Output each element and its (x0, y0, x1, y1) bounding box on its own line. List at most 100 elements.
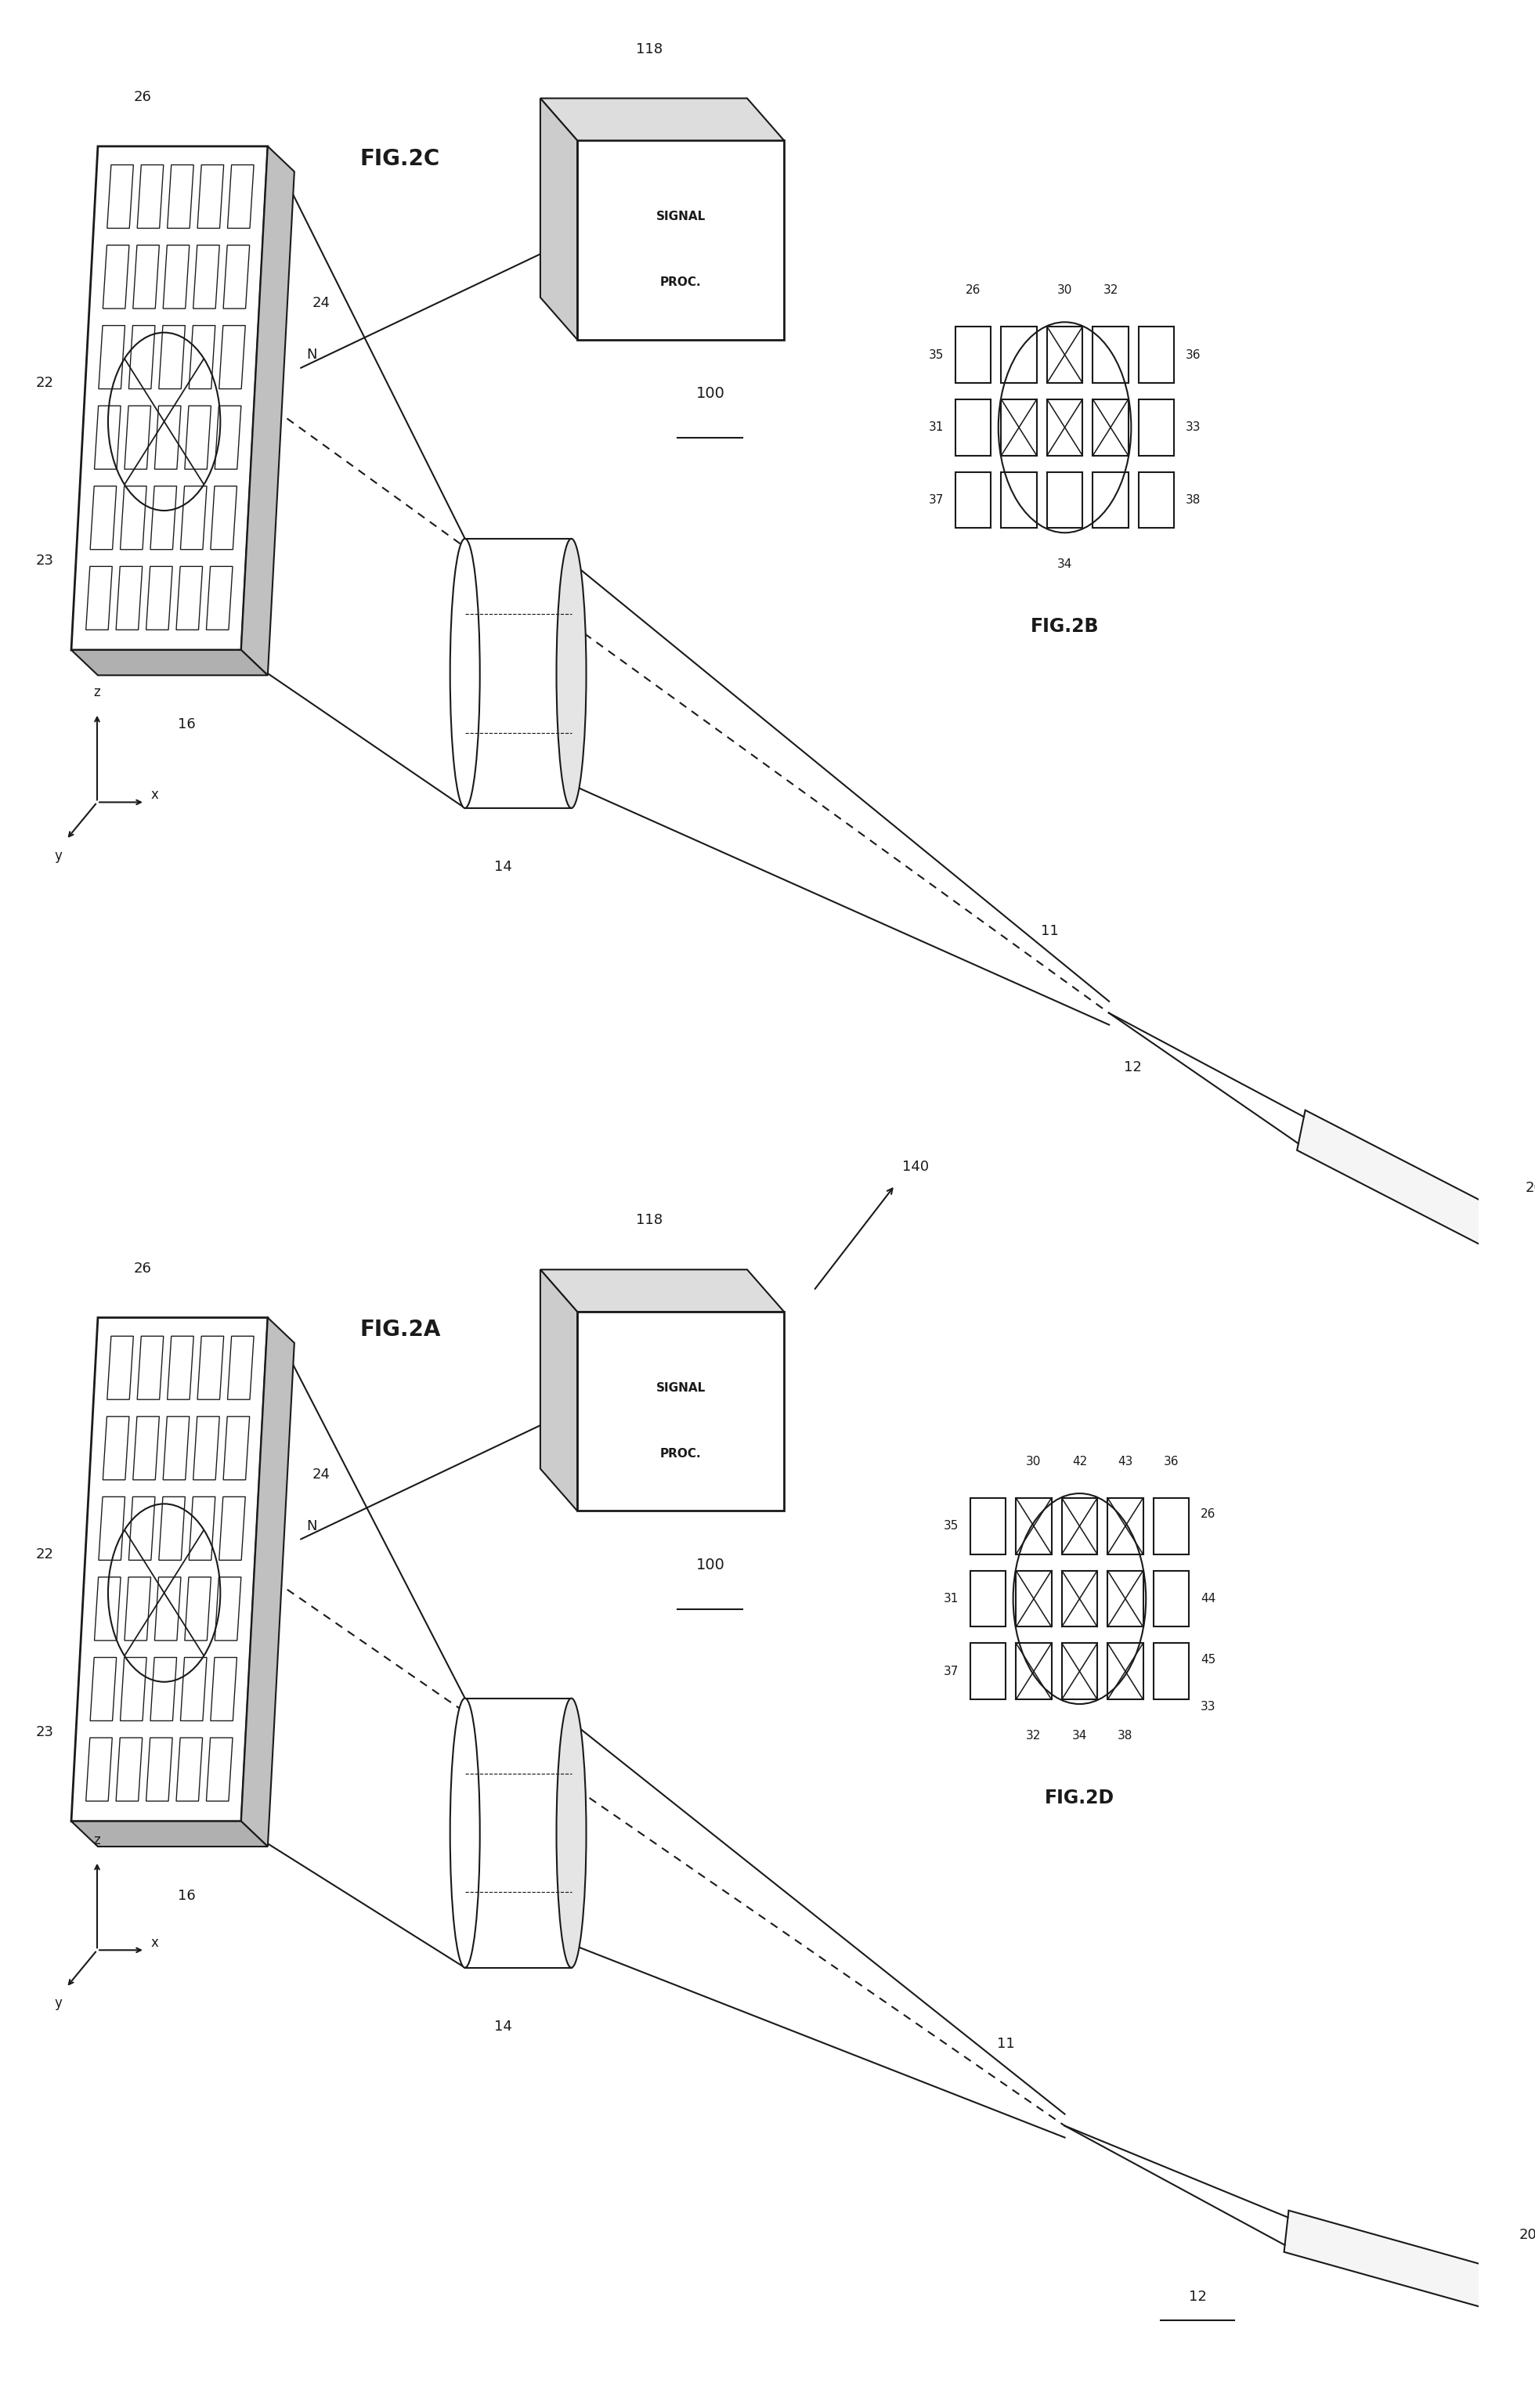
Text: 36: 36 (1187, 349, 1202, 361)
Text: 22: 22 (35, 1548, 54, 1560)
Bar (1153, 1570, 1188, 1628)
Text: 38: 38 (1117, 1729, 1133, 1741)
Text: FIG.2D: FIG.2D (1045, 1789, 1114, 1808)
Text: 35: 35 (929, 349, 944, 361)
Text: x: x (150, 1936, 158, 1950)
Text: PROC.: PROC. (660, 277, 701, 289)
Bar (1139, 327, 1174, 383)
Text: 14: 14 (494, 860, 513, 874)
Text: SIGNAL: SIGNAL (655, 1382, 706, 1394)
Bar (1047, 400, 1082, 455)
Polygon shape (1297, 1110, 1535, 1274)
Polygon shape (241, 1317, 295, 1847)
Polygon shape (71, 650, 267, 674)
Text: 26: 26 (134, 89, 152, 104)
Bar (1108, 1642, 1144, 1700)
Text: 44: 44 (1200, 1592, 1216, 1604)
Text: z: z (94, 1832, 100, 1847)
Text: N: N (305, 347, 316, 361)
Bar (1093, 472, 1128, 527)
Bar (970, 1498, 1005, 1553)
Text: y: y (55, 1996, 63, 2011)
Bar (970, 1570, 1005, 1628)
Polygon shape (71, 147, 267, 650)
Text: 33: 33 (1187, 421, 1202, 433)
Text: 140: 140 (903, 1158, 929, 1173)
Bar (1047, 327, 1082, 383)
Text: 35: 35 (942, 1519, 958, 1531)
Bar (1016, 1570, 1051, 1628)
Ellipse shape (450, 1698, 480, 1967)
Bar (1062, 1642, 1098, 1700)
Bar (1139, 400, 1174, 455)
Polygon shape (540, 99, 784, 140)
Text: 45: 45 (1200, 1654, 1216, 1666)
Text: 30: 30 (1058, 284, 1073, 296)
Bar (970, 1642, 1005, 1700)
Text: 16: 16 (178, 1888, 195, 1902)
Bar (955, 327, 992, 383)
Bar (465, 539, 571, 809)
Text: 37: 37 (942, 1666, 958, 1678)
Bar (1016, 1498, 1051, 1553)
Text: 23: 23 (35, 1724, 54, 1739)
Bar (1108, 1570, 1144, 1628)
Polygon shape (540, 1269, 577, 1510)
Text: 32: 32 (1027, 1729, 1041, 1741)
Text: 26: 26 (1200, 1507, 1216, 1519)
Polygon shape (540, 99, 577, 340)
Text: PROC.: PROC. (660, 1447, 701, 1459)
Text: 42: 42 (1071, 1457, 1087, 1466)
Polygon shape (577, 140, 784, 340)
Polygon shape (540, 1269, 784, 1312)
Text: z: z (94, 684, 100, 698)
Bar (1139, 472, 1174, 527)
Text: SIGNAL: SIGNAL (655, 212, 706, 222)
Bar (955, 472, 992, 527)
Ellipse shape (557, 1698, 586, 1967)
Bar (1016, 1642, 1051, 1700)
Text: FIG.2A: FIG.2A (359, 1320, 441, 1341)
Text: 26: 26 (134, 1262, 152, 1276)
Bar (1153, 1498, 1188, 1553)
Text: 34: 34 (1071, 1729, 1087, 1741)
Text: 24: 24 (312, 1466, 330, 1481)
Text: 12: 12 (1188, 2290, 1207, 2304)
Text: 22: 22 (35, 376, 54, 390)
Text: 118: 118 (637, 1214, 663, 1228)
Bar (1093, 400, 1128, 455)
Text: FIG.2C: FIG.2C (359, 147, 441, 169)
Bar (1108, 1498, 1144, 1553)
Bar (1001, 327, 1036, 383)
Text: 16: 16 (178, 718, 195, 732)
Text: 26: 26 (966, 284, 981, 296)
Text: 24: 24 (312, 296, 330, 311)
Polygon shape (577, 1312, 784, 1510)
Text: FIG.2B: FIG.2B (1030, 616, 1099, 636)
Bar (1062, 1570, 1098, 1628)
Text: 36: 36 (1164, 1457, 1179, 1466)
Bar (1001, 472, 1036, 527)
Text: 37: 37 (929, 494, 944, 506)
Text: 30: 30 (1027, 1457, 1041, 1466)
Polygon shape (71, 1317, 267, 1820)
Text: 118: 118 (637, 41, 663, 55)
Text: 14: 14 (494, 2020, 513, 2032)
Text: 31: 31 (942, 1592, 958, 1604)
Bar (465, 1698, 571, 1967)
Bar (1047, 472, 1082, 527)
Ellipse shape (1530, 2276, 1535, 2324)
Text: 33: 33 (1200, 1700, 1216, 1712)
Text: 20: 20 (1526, 1180, 1535, 1194)
Text: 38: 38 (1187, 494, 1200, 506)
Text: 11: 11 (996, 2037, 1015, 2052)
Ellipse shape (450, 539, 480, 809)
Polygon shape (1285, 2211, 1535, 2321)
Text: 100: 100 (695, 1558, 725, 1572)
Text: 20: 20 (1520, 2227, 1535, 2242)
Text: 23: 23 (35, 554, 54, 568)
Ellipse shape (557, 539, 586, 809)
Bar (1093, 327, 1128, 383)
Text: y: y (55, 848, 63, 862)
Bar (1062, 1498, 1098, 1553)
